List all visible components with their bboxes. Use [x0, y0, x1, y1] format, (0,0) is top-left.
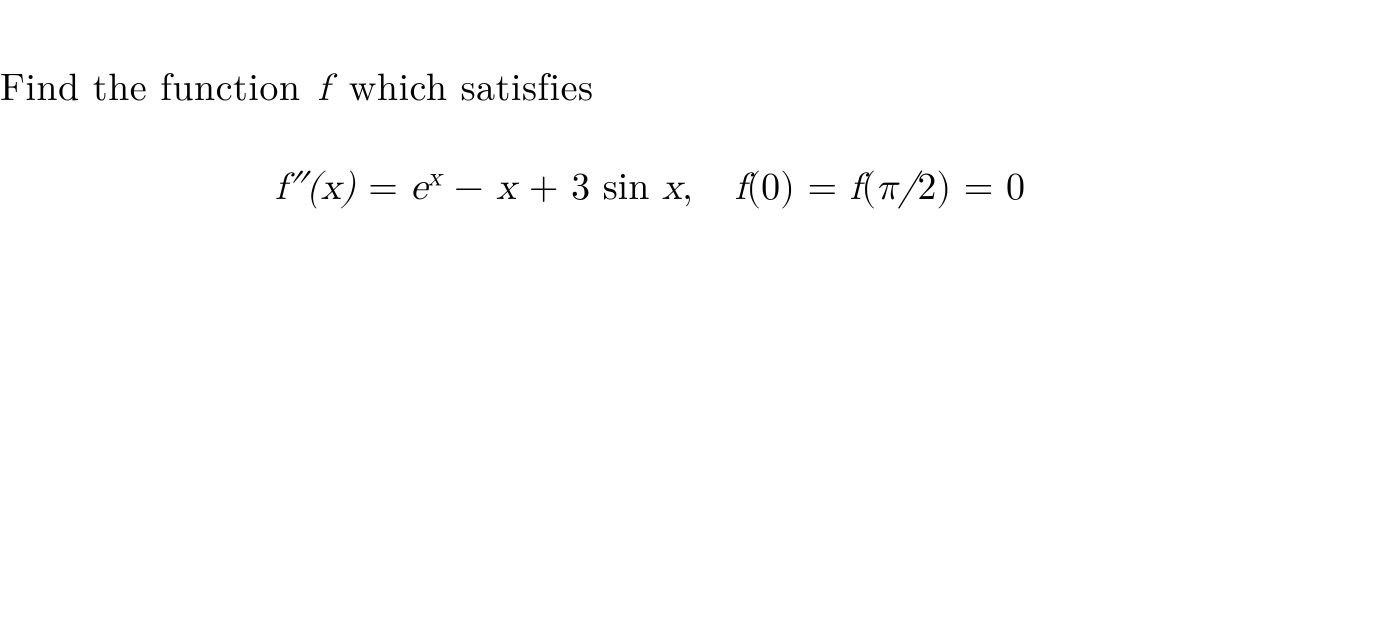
- bc-arg-2-open: (: [861, 169, 876, 207]
- ode-rhs-exp-base: e: [410, 169, 427, 207]
- page: Find the function f which satisfies f″(x…: [0, 0, 1374, 632]
- ode-lhs: f″(x): [275, 169, 356, 207]
- comma: ,: [682, 169, 693, 207]
- bc-rhs-zero: 0: [1006, 169, 1025, 207]
- equals-1: =: [356, 169, 411, 207]
- problem-prompt: Find the function f which satisfies: [0, 58, 593, 112]
- ode-rhs-coeff-3: 3: [571, 169, 603, 207]
- bc-f-1: f: [735, 169, 747, 207]
- prompt-text-pre: Find the function: [0, 58, 314, 112]
- equals-2: =: [795, 169, 850, 207]
- ode-rhs-x: x: [496, 169, 516, 207]
- prompt-text-post: which satisfies: [336, 58, 594, 112]
- bc-arg-2-slash: /: [898, 169, 917, 207]
- ode-rhs-exp-power: x: [427, 165, 441, 191]
- ode-rhs-sin: sin: [603, 169, 662, 207]
- equation: f″(x) = ex − x + 3 sin x,f(0) = f(π/2) =…: [275, 165, 1025, 211]
- bc-arg-1: (0): [746, 169, 795, 207]
- equals-3: =: [951, 169, 1006, 207]
- minus: −: [441, 169, 496, 207]
- ode-rhs-sin-arg: x: [662, 169, 682, 207]
- plus: +: [516, 169, 571, 207]
- bc-arg-2-close: 2): [917, 169, 951, 207]
- prompt-function-symbol: f: [314, 70, 336, 108]
- bc-arg-2-pi: π: [876, 169, 898, 207]
- bc-f-2: f: [850, 169, 862, 207]
